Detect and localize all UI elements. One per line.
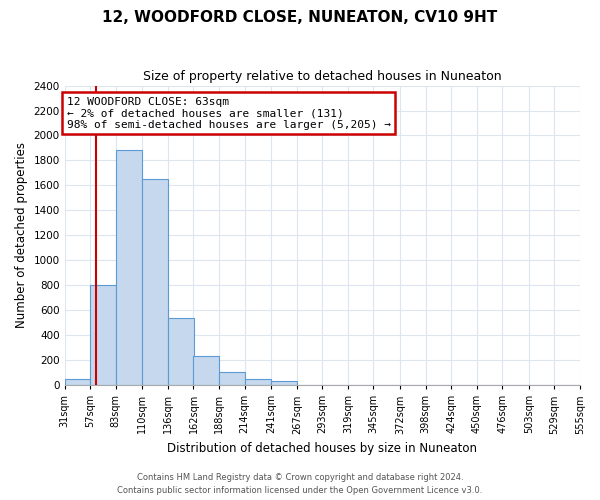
Bar [65,379,90,385]
Bar [116,150,142,385]
Bar [219,372,245,385]
Bar [245,379,271,385]
Bar [271,382,297,385]
Bar [90,286,116,385]
Y-axis label: Number of detached properties: Number of detached properties [15,142,28,328]
Bar [168,318,193,385]
Title: Size of property relative to detached houses in Nuneaton: Size of property relative to detached ho… [143,70,502,83]
X-axis label: Distribution of detached houses by size in Nuneaton: Distribution of detached houses by size … [167,442,478,455]
Bar [142,179,168,385]
Text: 12 WOODFORD CLOSE: 63sqm
← 2% of detached houses are smaller (131)
98% of semi-d: 12 WOODFORD CLOSE: 63sqm ← 2% of detache… [67,97,391,130]
Text: 12, WOODFORD CLOSE, NUNEATON, CV10 9HT: 12, WOODFORD CLOSE, NUNEATON, CV10 9HT [103,10,497,25]
Bar [193,356,219,385]
Text: Contains HM Land Registry data © Crown copyright and database right 2024.
Contai: Contains HM Land Registry data © Crown c… [118,474,482,495]
